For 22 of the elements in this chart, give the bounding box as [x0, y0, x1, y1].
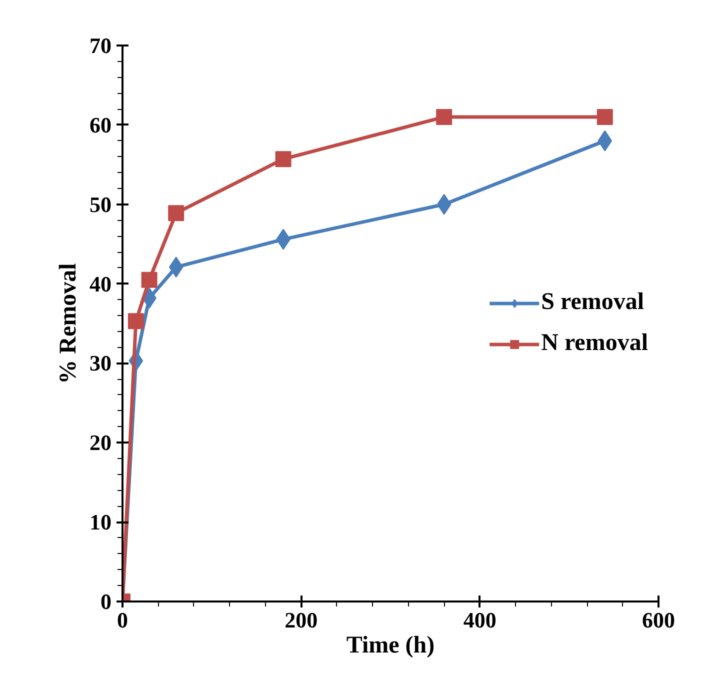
legend-label: S removal: [541, 289, 644, 316]
point: [596, 108, 613, 125]
point: [168, 205, 184, 222]
y-tick-label: 0: [100, 589, 112, 614]
y-tick-label: 40: [90, 271, 112, 296]
y-tick-label: 50: [90, 192, 112, 217]
y-axis-title: % Removal: [56, 262, 82, 384]
x-tick-label: 0: [117, 608, 128, 632]
y-tick-label: 20: [90, 430, 112, 456]
y-tick-label: 10: [90, 510, 112, 535]
legend-label: N removal: [541, 330, 648, 357]
x-tick-label: 600: [642, 608, 675, 632]
point: [141, 272, 158, 288]
point: [275, 151, 292, 168]
point: [436, 108, 452, 125]
y-tick-label: 70: [90, 33, 112, 58]
point: [128, 313, 144, 330]
x-tick-label: 200: [284, 608, 318, 632]
y-tick-label: 60: [90, 112, 112, 138]
y-tick-label: 30: [90, 350, 112, 376]
x-axis-title: Time (h): [346, 632, 435, 658]
x-tick-label: 400: [463, 608, 496, 632]
